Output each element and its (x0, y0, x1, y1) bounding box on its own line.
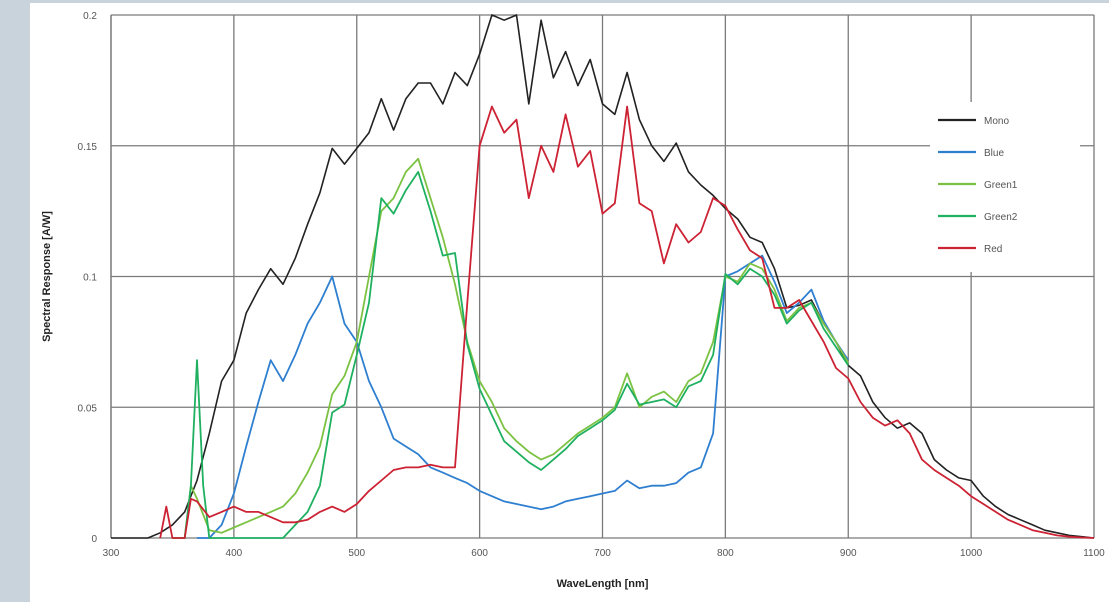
x-tick-label: 600 (471, 548, 488, 559)
x-axis-title: WaveLength [nm] (557, 578, 649, 590)
chart-panel: 300 400 500 600 700 800 900 1000 1100 0 0.05 0.1 0.1… (30, 3, 1109, 602)
series-line-red (159, 105, 1095, 539)
legend-label: Green2 (984, 212, 1018, 223)
y-tick-label: 0 (91, 534, 97, 545)
x-tick-label: 1100 (1083, 548, 1105, 559)
series-line-mono (111, 14, 1095, 539)
legend-label: Green1 (984, 180, 1018, 191)
x-tick-label: 700 (594, 548, 611, 559)
legend-label: Blue (984, 148, 1004, 159)
legend-label: Mono (984, 116, 1009, 127)
legend: Mono Blue Green1 Green2 Red (930, 102, 1080, 272)
y-tick-label: 0.2 (83, 11, 97, 22)
grid (110, 14, 1095, 539)
x-tick-label: 900 (840, 548, 857, 559)
legend-label: Red (984, 244, 1002, 255)
x-tick-label: 800 (717, 548, 734, 559)
tick-labels: 300 400 500 600 700 800 900 1000 1100 0 0.05 0.1 0.1… (78, 11, 1106, 559)
series-line-blue (197, 254, 850, 539)
series-line-green1 (183, 157, 850, 539)
series-line-green2 (172, 170, 850, 539)
y-axis-title: Spectral Response [A/W] (41, 211, 53, 342)
series-lines (111, 14, 1095, 539)
x-tick-label: 500 (348, 548, 365, 559)
x-tick-label: 1000 (960, 548, 983, 559)
y-tick-label: 0.1 (83, 273, 97, 284)
x-tick-label: 300 (103, 548, 120, 559)
y-tick-label: 0.05 (78, 403, 98, 414)
y-tick-label: 0.15 (78, 142, 98, 153)
x-tick-label: 400 (226, 548, 243, 559)
spectral-response-chart: 300 400 500 600 700 800 900 1000 1100 0 0.05 0.1 0.1… (41, 11, 1106, 590)
legend-box (930, 102, 1080, 272)
